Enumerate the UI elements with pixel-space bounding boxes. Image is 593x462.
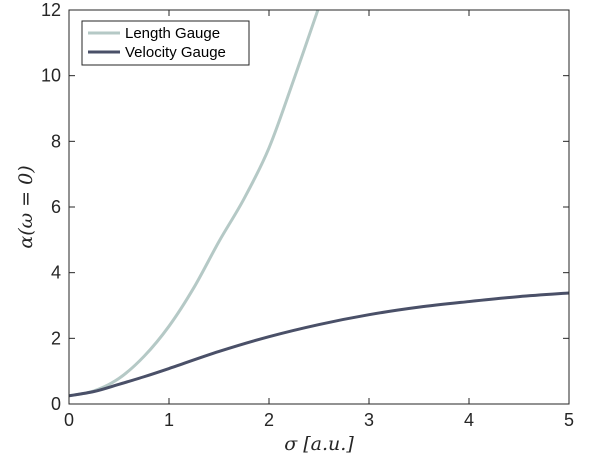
y-tick-label: 8 [51,131,61,151]
series-line-velocity-gauge [69,291,569,398]
y-tick-label: 4 [51,263,61,283]
series-layer [69,10,569,398]
legend: Length Gauge Velocity Gauge [81,20,250,66]
series-line-length-gauge [69,10,320,398]
y-tick-label: 6 [51,197,61,217]
x-tick-label: 1 [164,410,174,430]
x-tick-label: 4 [464,410,474,430]
x-axis-label: σ [a.u.] [284,433,354,455]
legend-label-length-gauge: Length Gauge [125,25,220,42]
y-tick-label: 2 [51,328,61,348]
x-tick-label: 0 [64,410,74,430]
y-tick-label: 10 [41,66,61,86]
y-axis-label: α(ω = 0) [15,165,37,248]
plot-frame [68,9,570,405]
legend-label-velocity-gauge: Velocity Gauge [125,44,226,61]
x-tick-label: 3 [364,410,374,430]
y-tick-label: 12 [41,0,61,20]
legend-box [81,20,250,66]
y-tick-label: 0 [51,394,61,414]
x-tick-label: 2 [264,410,274,430]
x-tick-label: 5 [564,410,574,430]
